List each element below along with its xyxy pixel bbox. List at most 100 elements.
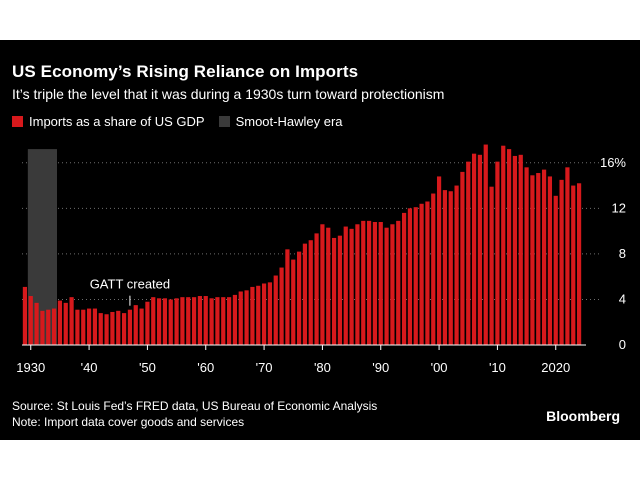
annotation-gatt: GATT created [90,277,170,292]
bar-2003 [454,185,459,345]
bar-1976 [296,251,302,345]
bar-1943 [104,314,109,345]
bar-1992 [390,224,395,345]
bar-1931 [34,302,39,345]
bar-1951 [151,297,156,345]
legend-swatch-imports [12,116,23,127]
bar-2021 [559,179,564,345]
bar-1994 [401,212,407,345]
bar-2013 [512,155,518,345]
bar-2008 [483,144,488,345]
bar-1993 [396,220,401,345]
bar-1930 [28,296,33,345]
bar-1966 [238,291,243,345]
bar-1958 [191,297,197,345]
bar-1979 [314,233,319,345]
bar-1940 [86,308,92,345]
bar-2009 [489,186,494,345]
bar-2020 [553,195,558,345]
y-tick-label: 8 [619,246,626,261]
bar-1963 [221,297,226,345]
x-tick-label: '80 [314,360,331,375]
bar-1981 [326,227,331,345]
bar-1942 [98,313,103,345]
bar-1987 [361,220,366,345]
bar-1948 [133,305,138,345]
bar-1989 [372,222,378,345]
y-tick-label: 12 [612,200,626,215]
bar-1977 [302,243,308,345]
legend-item-smoot-hawley: Smoot-Hawley era [218,114,343,129]
x-tick-label: '10 [489,360,506,375]
bar-1952 [156,298,162,345]
x-tick-label: 2020 [541,360,570,375]
bar-2000 [436,176,442,345]
bar-1950 [145,301,150,345]
bar-1995 [407,208,413,345]
bar-1937 [69,297,74,345]
bar-1970 [261,283,267,345]
bar-1934 [51,308,57,345]
bar-1946 [121,313,127,345]
bar-2014 [518,154,523,345]
bar-2005 [466,161,471,345]
x-tick-label: '40 [81,360,98,375]
x-tick-label: '50 [139,360,156,375]
bar-2023 [571,185,576,345]
bar-1999 [431,193,436,345]
bar-1941 [92,308,98,345]
x-tick-label: '60 [197,360,214,375]
bar-1932 [40,310,45,345]
x-tick-label: '70 [256,360,273,375]
legend-item-imports: Imports as a share of US GDP [12,114,205,129]
y-tick-label: 16% [600,155,626,170]
bar-1965 [232,294,238,345]
bar-2002 [448,191,453,345]
bar-2012 [506,149,512,345]
bar-1968 [250,286,255,345]
bar-1933 [46,309,51,345]
x-tick-label: '90 [372,360,389,375]
bar-1996 [413,207,418,345]
x-tick-label: 1930 [16,360,45,375]
bar-1997 [419,203,424,345]
bar-2004 [460,171,465,345]
bloomberg-logo: Bloomberg [546,408,620,424]
bar-1936 [63,302,68,345]
bar-1955 [174,298,179,345]
bar-1953 [162,298,168,345]
bar-1957 [186,297,191,345]
bar-1998 [425,201,430,345]
legend-label-imports: Imports as a share of US GDP [29,114,205,129]
bar-2007 [477,154,483,345]
note-text: Note: Import data cover goods and servic… [12,415,245,429]
legend-swatch-smoot-hawley [218,116,230,127]
bar-1975 [291,259,296,345]
bar-1986 [355,224,360,345]
bar-1969 [256,285,261,345]
bar-1959 [197,296,203,345]
bar-1947 [127,309,133,345]
bar-2024 [576,183,582,345]
bar-1983 [337,235,343,345]
source-text: Source: St Louis Fed’s FRED data, US Bur… [12,399,378,413]
bar-1967 [244,290,249,345]
bar-2017 [536,173,541,345]
bar-1991 [384,227,389,345]
bar-1990 [378,222,383,345]
bar-2010 [495,161,500,345]
bar-2019 [547,176,553,345]
bar-1954 [168,299,173,345]
y-tick-label: 4 [619,291,626,306]
bar-1984 [343,226,348,345]
bar-1974 [285,249,290,345]
y-tick-label: 0 [619,337,626,352]
bar-2006 [471,153,477,345]
bar-2015 [524,167,529,345]
bar-1988 [366,220,372,345]
bar-1964 [226,297,232,345]
bar-1973 [279,267,284,345]
chart-subtitle: It’s triple the level that it was during… [12,86,445,102]
bar-1944 [110,311,115,345]
bar-1982 [331,237,337,345]
